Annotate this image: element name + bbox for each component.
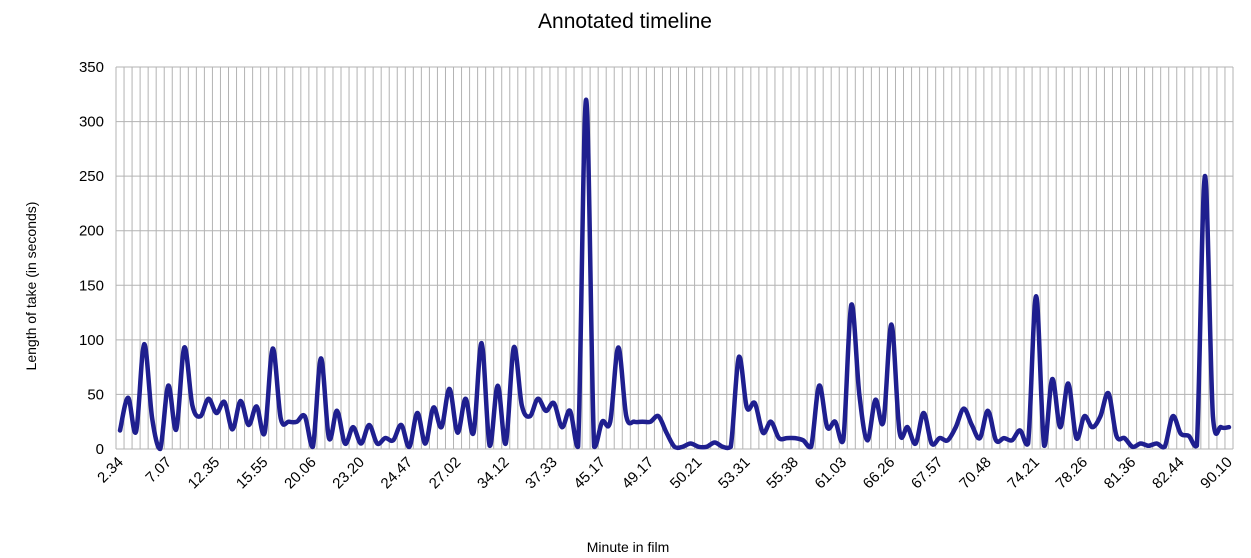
- x-tick-label: 55.38: [763, 454, 802, 493]
- x-tick-label: 50.21: [667, 454, 706, 493]
- x-tick-label: 81.36: [1101, 454, 1140, 493]
- x-tick-label: 82.44: [1149, 454, 1188, 493]
- x-tick-label: 23.20: [329, 454, 368, 493]
- x-tick-label: 78.26: [1053, 454, 1092, 493]
- x-tick-label: 7.07: [142, 454, 175, 487]
- y-tick-label: 50: [87, 386, 104, 403]
- x-tick-label: 66.26: [860, 454, 899, 493]
- y-tick-label: 250: [79, 168, 104, 185]
- y-tick-label: 100: [79, 332, 104, 349]
- x-tick-label: 24.47: [378, 454, 417, 493]
- x-tick-label: 49.17: [619, 454, 658, 493]
- series: [117, 97, 1232, 452]
- y-axis-label: Length of take (in seconds): [23, 202, 39, 371]
- x-tick-label: 27.02: [426, 454, 465, 493]
- series-line: [117, 97, 1232, 452]
- y-ticks: 0 50 100 150 200 250 300 350: [79, 59, 104, 458]
- x-ticks: 2.34 7.07 12.35 15.55 20.06 23.20 24.47 27.02 34…: [94, 454, 1236, 493]
- x-tick-label: 12.35: [185, 454, 224, 493]
- x-tick-label: 45.17: [570, 454, 609, 493]
- y-tick-label: 350: [79, 59, 104, 76]
- x-tick-label: 61.03: [812, 454, 851, 493]
- x-tick-label: 37.33: [522, 454, 561, 493]
- x-tick-label: 20.06: [281, 454, 320, 493]
- y-tick-label: 0: [96, 441, 104, 458]
- x-axis-label: Minute in film: [587, 539, 669, 555]
- x-tick-label: 67.57: [908, 454, 947, 493]
- y-tick-label: 200: [79, 223, 104, 240]
- x-tick-label: 15.55: [233, 454, 272, 493]
- y-tick-label: 150: [79, 277, 104, 294]
- x-tick-label: 34.12: [474, 454, 513, 493]
- x-tick-label: 2.34: [94, 454, 127, 487]
- x-tick-label: 70.48: [956, 454, 995, 493]
- x-tick-label: 53.31: [715, 454, 754, 493]
- chart-title: Annotated timeline: [538, 10, 712, 33]
- y-tick-label: 300: [79, 114, 104, 131]
- x-tick-label: 74.21: [1004, 454, 1043, 493]
- x-tick-label: 90.10: [1197, 454, 1236, 493]
